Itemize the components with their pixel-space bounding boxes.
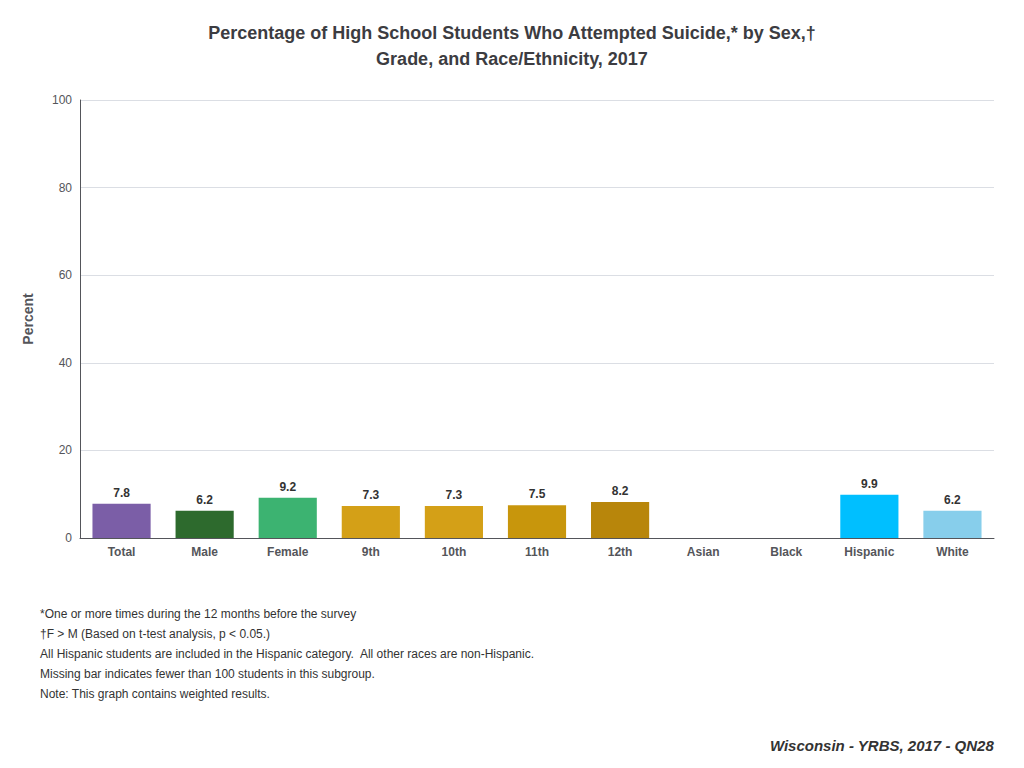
svg-text:9.2: 9.2: [279, 480, 296, 494]
svg-text:40: 40: [59, 356, 73, 370]
svg-text:White: White: [936, 545, 969, 559]
svg-text:9.9: 9.9: [861, 477, 878, 491]
svg-text:60: 60: [59, 268, 73, 282]
svg-text:Wisconsin - YRBS, 2017 - QN28: Wisconsin - YRBS, 2017 - QN28: [770, 737, 994, 754]
svg-text:7.5: 7.5: [529, 487, 546, 501]
svg-text:Missing bar indicates fewer th: Missing bar indicates fewer than 100 stu…: [40, 667, 375, 681]
svg-text:20: 20: [59, 443, 73, 457]
svg-text:7.3: 7.3: [446, 488, 463, 502]
svg-text:†F > M (Based on t-test analys: †F > M (Based on t-test analysis, p < 0.…: [40, 627, 270, 641]
svg-text:Hispanic: Hispanic: [844, 545, 894, 559]
svg-text:Percentage of High School Stud: Percentage of High School Students Who A…: [208, 23, 815, 43]
svg-text:Black: Black: [770, 545, 802, 559]
svg-text:12th: 12th: [608, 545, 633, 559]
svg-text:Grade, and Race/Ethnicity, 201: Grade, and Race/Ethnicity, 2017: [376, 49, 648, 69]
svg-text:7.3: 7.3: [362, 488, 379, 502]
svg-text:Note: This graph contains weig: Note: This graph contains weighted resul…: [40, 687, 270, 701]
svg-text:7.8: 7.8: [113, 486, 130, 500]
svg-text:11th: 11th: [525, 545, 549, 559]
svg-text:8.2: 8.2: [612, 484, 629, 498]
svg-text:6.2: 6.2: [944, 493, 961, 507]
svg-text:Total: Total: [108, 545, 136, 559]
svg-text:80: 80: [59, 181, 73, 195]
svg-text:10th: 10th: [442, 545, 467, 559]
svg-text:100: 100: [52, 93, 72, 107]
svg-text:Male: Male: [191, 545, 218, 559]
svg-text:Percent: Percent: [20, 293, 36, 345]
svg-text:All Hispanic students are incl: All Hispanic students are included in th…: [40, 647, 534, 661]
svg-text:Asian: Asian: [687, 545, 720, 559]
svg-text:Female: Female: [267, 545, 309, 559]
svg-text:9th: 9th: [362, 545, 380, 559]
svg-text:6.2: 6.2: [196, 493, 213, 507]
svg-text:0: 0: [65, 531, 72, 545]
svg-text:*One or more times during the: *One or more times during the 12 months …: [40, 607, 356, 621]
